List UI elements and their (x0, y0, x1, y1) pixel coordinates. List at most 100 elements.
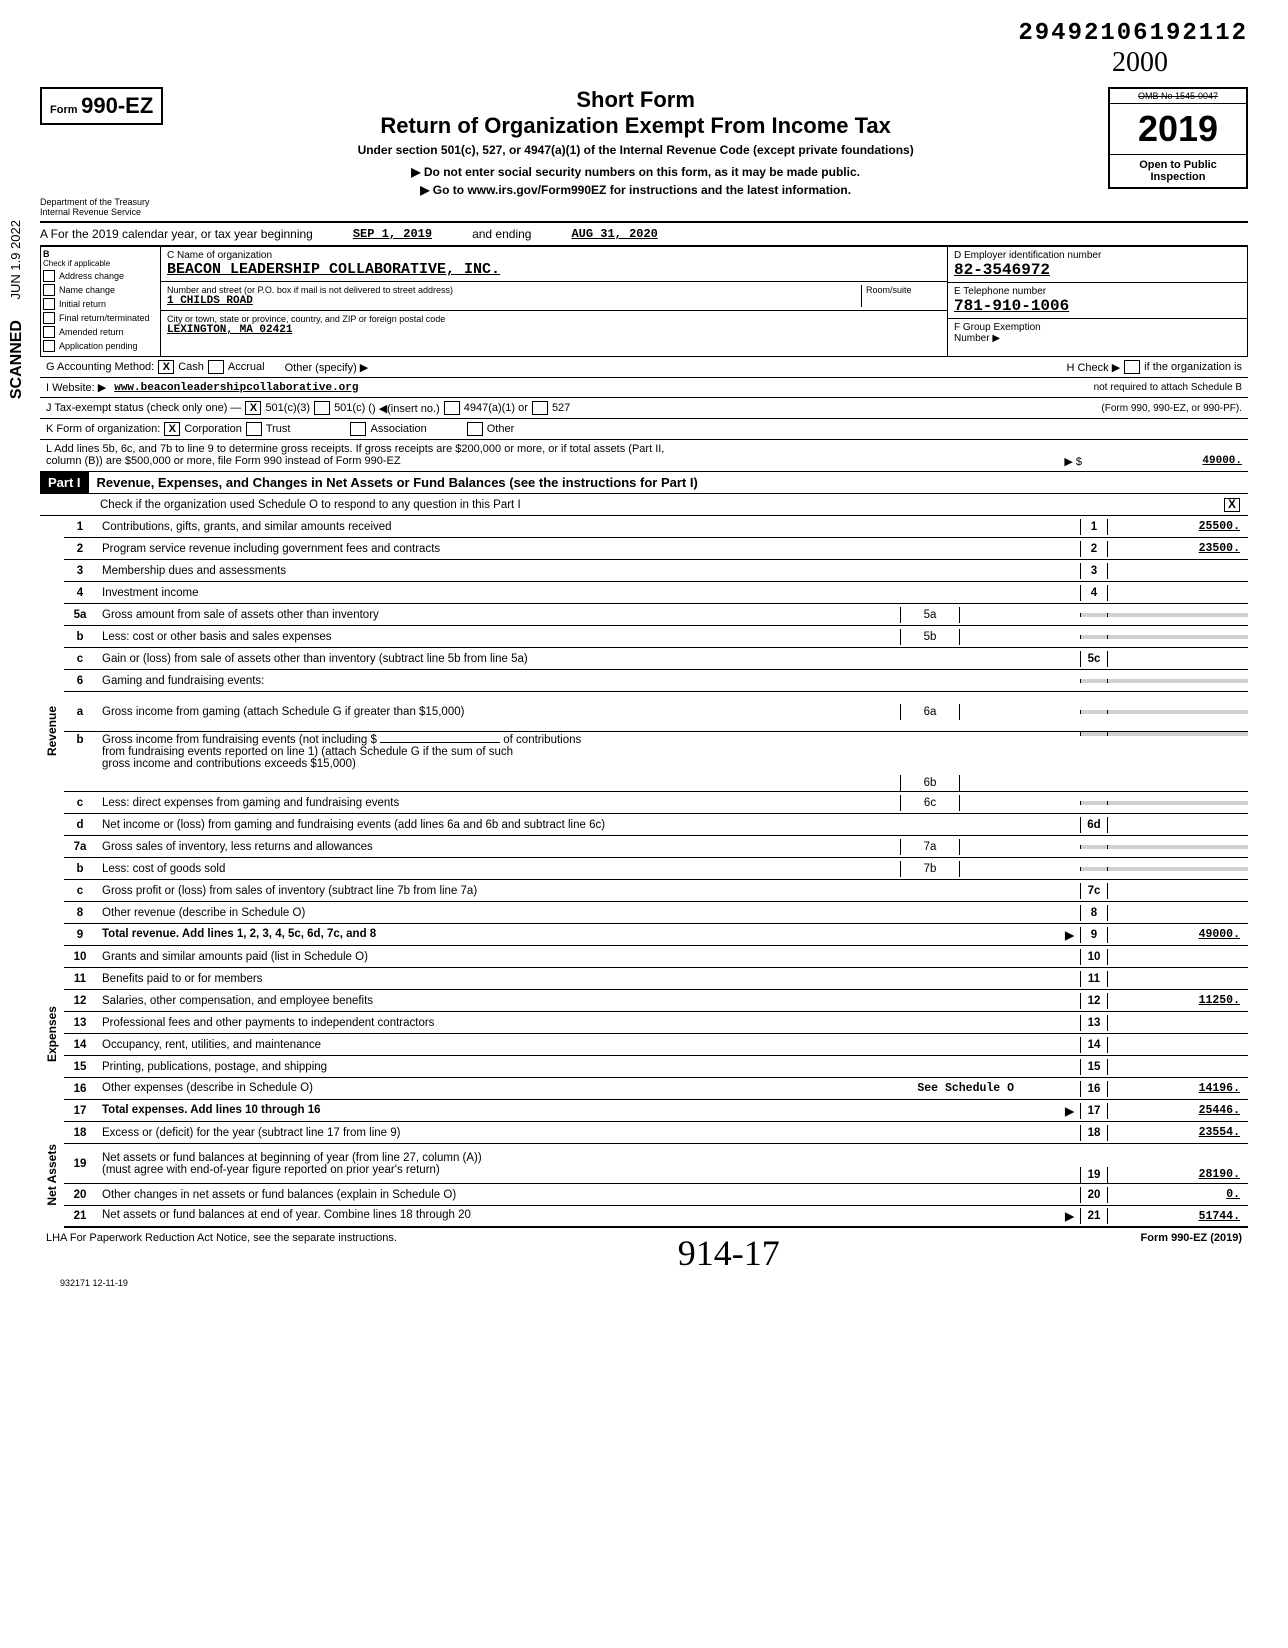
lbl-corp: Corporation (184, 423, 241, 435)
chk-corp[interactable]: X (164, 422, 180, 436)
phone-label: E Telephone number (954, 286, 1241, 297)
part1-check-text: Check if the organization used Schedule … (40, 499, 1220, 511)
h-check-label: H Check ▶ (1066, 361, 1120, 374)
col-b-header: B (43, 249, 158, 259)
line19-desc2: (must agree with end-of-year figure repo… (102, 1164, 440, 1176)
inspection: Inspection (1114, 171, 1242, 183)
expenses-section: Expenses 10Grants and similar amounts pa… (40, 946, 1248, 1122)
warning-web: ▶ Go to www.irs.gov/Form990EZ for instru… (175, 183, 1096, 197)
line7a-box: 7a (900, 839, 960, 855)
lbl-amended: Amended return (59, 327, 124, 337)
line10-box: 10 (1080, 949, 1108, 965)
form-name-box: Form 990-EZ (40, 87, 163, 125)
chk-initial[interactable] (43, 298, 55, 310)
chk-h[interactable] (1124, 360, 1140, 374)
h-text2: not required to attach Schedule B (1094, 382, 1242, 393)
lbl-other-method: Other (specify) ▶ (285, 361, 369, 374)
name-label: C Name of organization (167, 250, 941, 261)
line4-desc: Investment income (96, 585, 1080, 601)
chk-4947[interactable] (444, 401, 460, 415)
form-number: 990-EZ (81, 93, 153, 118)
line6d-box: 6d (1080, 817, 1108, 833)
line6a-box: 6a (900, 704, 960, 720)
line9-box: 9 (1080, 927, 1108, 943)
chk-final[interactable] (43, 312, 55, 324)
section-a: A For the 2019 calendar year, or tax yea… (40, 223, 1248, 246)
row-l-text2: column (B)) are $500,000 or more, file F… (46, 455, 401, 468)
chk-other-org[interactable] (467, 422, 483, 436)
omb-number: OMB No 1545-0047 (1110, 89, 1246, 104)
room-label: Room/suite (861, 285, 941, 307)
line10-val (1108, 955, 1248, 959)
handwritten-top: 2000 (40, 47, 1168, 79)
lbl-trust: Trust (266, 423, 291, 435)
line20-val: 0. (1108, 1186, 1248, 1203)
dept-treasury: Department of the Treasury (40, 197, 220, 207)
line18-val: 23554. (1108, 1124, 1248, 1141)
website-label: I Website: ▶ (46, 381, 106, 394)
line6d-val (1108, 823, 1248, 827)
chk-address[interactable] (43, 270, 55, 282)
form-org-label: K Form of organization: (46, 423, 160, 435)
chk-trust[interactable] (246, 422, 262, 436)
chk-accrual[interactable] (208, 360, 224, 374)
line12-val: 11250. (1108, 992, 1248, 1009)
city-state-zip: LEXINGTON, MA 02421 (167, 324, 941, 336)
line6b-desc2: of contributions (503, 734, 581, 746)
line3-desc: Membership dues and assessments (96, 563, 1080, 579)
line8-box: 8 (1080, 905, 1108, 921)
chk-501c3[interactable]: X (245, 401, 261, 415)
col-de: D Employer identification number 82-3546… (947, 247, 1247, 356)
row-l: L Add lines 5b, 6c, and 7b to line 9 to … (40, 440, 1248, 472)
handwritten-sig: 914-17 (678, 1232, 780, 1274)
line21-desc: Net assets or fund balances at end of ye… (102, 1209, 471, 1221)
line5a-desc: Gross amount from sale of assets other t… (96, 607, 900, 623)
line14-desc: Occupancy, rent, utilities, and maintena… (96, 1037, 1080, 1053)
chk-amended[interactable] (43, 326, 55, 338)
part1-label: Part I (40, 472, 89, 493)
lbl-assoc: Association (370, 423, 426, 435)
year-box: OMB No 1545-0047 2019 Open to Public Ins… (1108, 87, 1248, 189)
footer-row: LHA For Paperwork Reduction Act Notice, … (40, 1228, 1248, 1278)
line7c-box: 7c (1080, 883, 1108, 899)
line5c-desc: Gain or (loss) from sale of assets other… (96, 651, 1080, 667)
section-a-label: A For the 2019 calendar year, or tax yea… (40, 227, 313, 241)
chk-pending[interactable] (43, 340, 55, 352)
row-i: I Website: ▶ www.beaconleadershipcollabo… (40, 378, 1248, 398)
line8-val (1108, 911, 1248, 915)
footer-code: 932171 12-11-19 (40, 1278, 1248, 1288)
line6b-desc1: Gross income from fundraising events (no… (102, 734, 377, 746)
tax-status-label: J Tax-exempt status (check only one) — (46, 402, 241, 414)
street-address: 1 CHILDS ROAD (167, 295, 861, 307)
line5a-box: 5a (900, 607, 960, 623)
accounting-label: G Accounting Method: (46, 361, 154, 373)
chk-cash[interactable]: X (158, 360, 174, 374)
line17-box: 17 (1080, 1103, 1108, 1119)
ein-value: 82-3546972 (954, 261, 1241, 279)
part1-title: Revenue, Expenses, and Changes in Net As… (89, 475, 1248, 490)
row-l-text1: L Add lines 5b, 6c, and 7b to line 9 to … (46, 443, 1242, 455)
line11-val (1108, 977, 1248, 981)
line8-desc: Other revenue (describe in Schedule O) (96, 905, 1080, 921)
line20-desc: Other changes in net assets or fund bala… (96, 1187, 1080, 1203)
lbl-insert: ) ◀(insert no.) (372, 402, 440, 415)
check-if-label: Check if applicable (43, 259, 158, 268)
year-end: AUG 31, 2020 (571, 227, 657, 241)
lha-notice: LHA For Paperwork Reduction Act Notice, … (46, 1232, 397, 1274)
netassets-side-label: Net Assets (45, 1144, 59, 1206)
line11-box: 11 (1080, 971, 1108, 987)
expenses-side-label: Expenses (45, 1006, 59, 1062)
chk-name[interactable] (43, 284, 55, 296)
lbl-501c3: 501(c)(3) (265, 402, 310, 414)
lbl-527: 527 (552, 402, 570, 414)
chk-527[interactable] (532, 401, 548, 415)
line15-val (1108, 1065, 1248, 1069)
line18-desc: Excess or (deficit) for the year (subtra… (96, 1125, 1080, 1141)
org-name: BEACON LEADERSHIP COLLABORATIVE, INC. (167, 261, 941, 278)
h-text3: (Form 990, 990-EZ, or 990-PF). (1101, 403, 1242, 414)
chk-assoc[interactable] (350, 422, 366, 436)
line14-val (1108, 1043, 1248, 1047)
chk-schedule-o[interactable]: X (1224, 498, 1240, 512)
chk-501c[interactable] (314, 401, 330, 415)
subtitle: Under section 501(c), 527, or 4947(a)(1)… (175, 143, 1096, 157)
